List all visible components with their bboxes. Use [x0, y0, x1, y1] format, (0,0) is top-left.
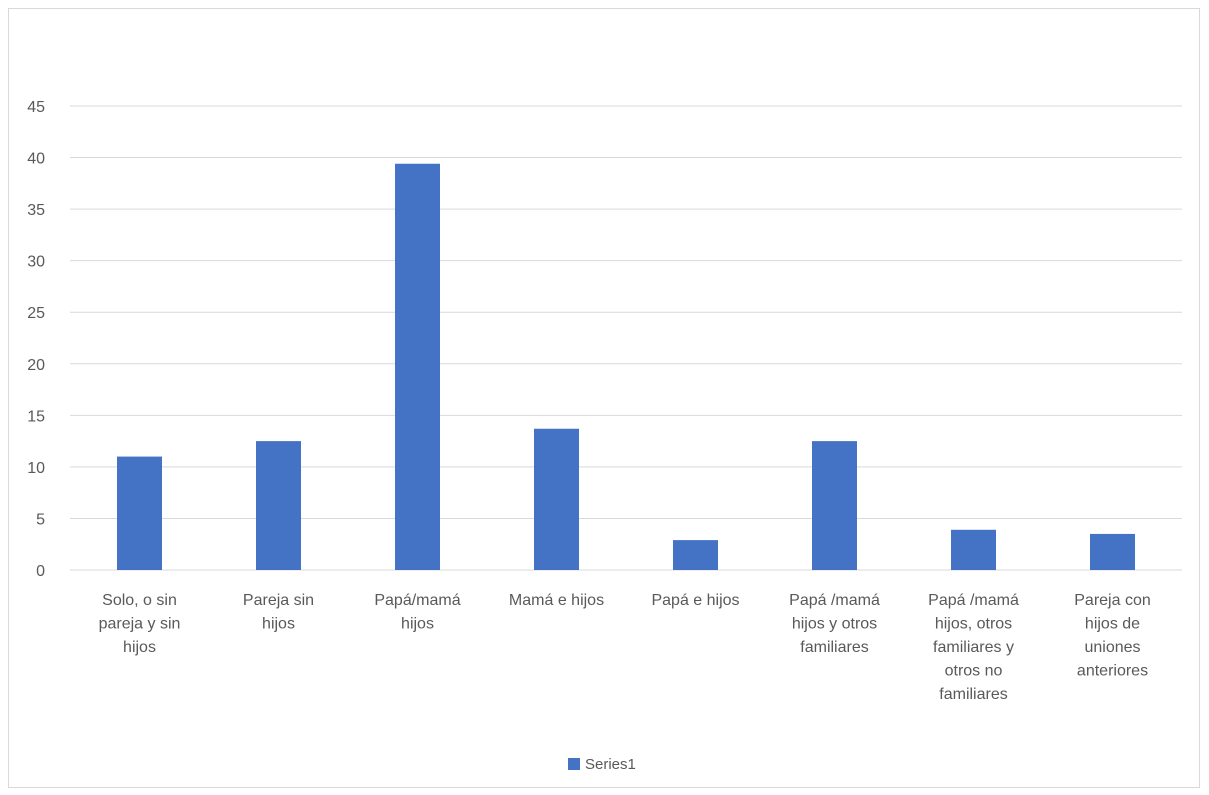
- bar: [395, 163, 440, 570]
- x-tick-label: Solo, o sin pareja y sin hijos: [99, 592, 181, 656]
- x-tick-label: Papá/mamá hijos: [374, 592, 460, 633]
- x-tick-label-line: Pareja sin: [243, 592, 314, 609]
- x-tick-label-line: Papá /mamá: [928, 592, 1019, 609]
- x-tick-label-line: hijos y otros: [792, 616, 877, 633]
- bar: [1090, 533, 1135, 570]
- x-tick-label: Papá /mamá hijos, otros familiares y otros …: [928, 592, 1019, 703]
- bar: [673, 540, 718, 570]
- x-tick-label-line: hijos, otros: [935, 616, 1012, 633]
- x-tick-label-line: otros no: [945, 663, 1003, 680]
- x-tick-label-line: Papá /mamá: [789, 592, 880, 609]
- bar: [951, 529, 996, 570]
- x-tick-label-line: hijos: [401, 616, 434, 633]
- x-tick-label-line: anteriores: [1077, 663, 1148, 680]
- y-tick-label: 45: [27, 99, 45, 116]
- y-axis-ticks: 0 5 10 15 20 25 30 35 40 45: [27, 99, 45, 580]
- x-tick-label: Pareja con hijos de uniones anteriores: [1074, 592, 1151, 680]
- y-tick-label: 0: [36, 563, 45, 580]
- y-tick-label: 25: [27, 305, 45, 322]
- chart-area: 0 5 10 15 20 25 30 35 40 45 Solo, o sin pareja y s…: [8, 8, 1200, 788]
- y-tick-label: 15: [27, 408, 45, 425]
- y-tick-label: 10: [27, 460, 45, 477]
- gridlines: [70, 105, 1182, 571]
- x-tick-label-line: Papá e hijos: [651, 592, 739, 609]
- x-tick-label-line: Solo, o sin: [102, 592, 177, 609]
- bar: [534, 428, 579, 570]
- x-tick-label-line: familiares y: [933, 639, 1014, 656]
- x-tick-label-line: Papá/mamá: [374, 592, 460, 609]
- y-tick-label: 30: [27, 254, 45, 271]
- bar: [812, 441, 857, 570]
- x-tick-label-line: hijos: [123, 639, 156, 656]
- legend: Series1: [568, 756, 636, 773]
- y-tick-label: 20: [27, 357, 45, 374]
- x-tick-label-line: familiares: [800, 639, 868, 656]
- x-tick-label: Pareja sin hijos: [243, 592, 314, 633]
- y-tick-label: 35: [27, 202, 45, 219]
- x-tick-label-line: pareja y sin: [99, 616, 181, 633]
- x-tick-label-line: familiares: [939, 686, 1007, 703]
- x-tick-label-line: hijos: [262, 616, 295, 633]
- x-tick-label-line: uniones: [1084, 639, 1140, 656]
- bar: [117, 456, 162, 570]
- x-tick-label: Papá e hijos: [651, 592, 739, 609]
- legend-label: Series1: [585, 756, 636, 773]
- x-tick-label-line: Mamá e hijos: [509, 592, 604, 609]
- legend-swatch: [568, 758, 580, 770]
- y-tick-label: 40: [27, 151, 45, 168]
- bars: [117, 163, 1135, 570]
- x-tick-label-line: Pareja con: [1074, 592, 1151, 609]
- x-tick-label-line: hijos de: [1085, 616, 1140, 633]
- bar-chart: 0 5 10 15 20 25 30 35 40 45 Solo, o sin pareja y s…: [27, 99, 1182, 773]
- x-tick-label: Mamá e hijos: [509, 592, 604, 609]
- x-axis-labels: Solo, o sin pareja y sin hijos Pareja sin hi…: [99, 592, 1151, 703]
- bar: [256, 441, 301, 570]
- y-tick-label: 5: [36, 511, 45, 528]
- x-tick-label: Papá /mamá hijos y otros familiares: [789, 592, 880, 656]
